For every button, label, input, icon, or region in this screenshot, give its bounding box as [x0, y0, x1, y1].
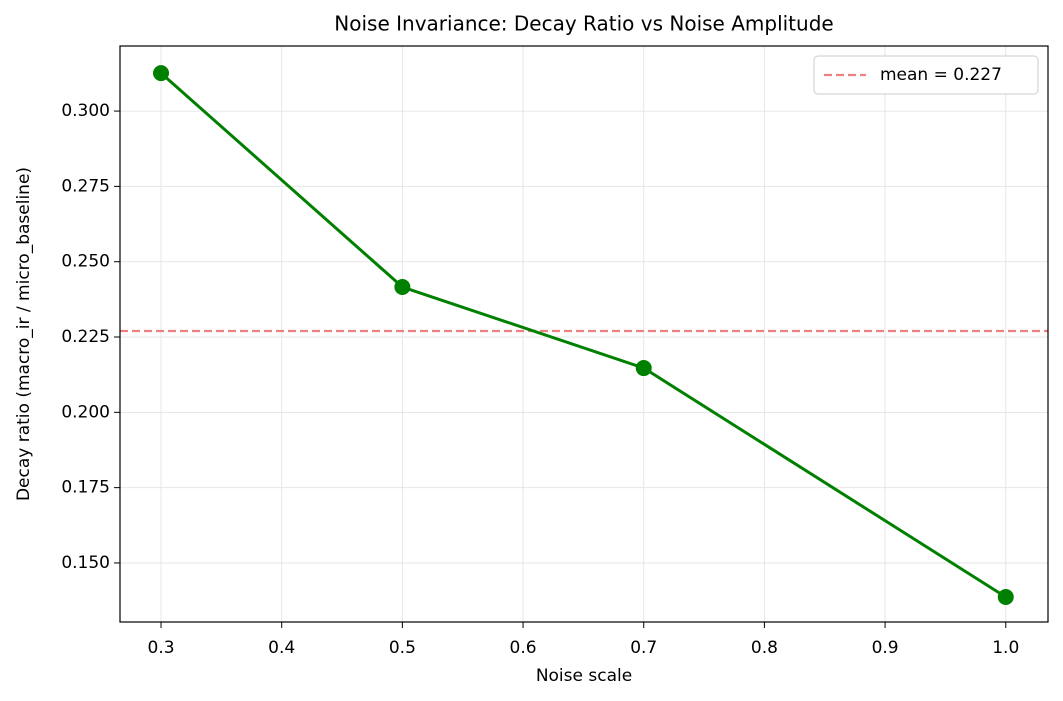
- y-tick-label: 0.250: [61, 252, 110, 272]
- chart-title: Noise Invariance: Decay Ratio vs Noise A…: [334, 12, 833, 36]
- x-tick-label: 1.0: [992, 638, 1019, 658]
- x-tick-label: 0.5: [389, 638, 416, 658]
- y-tick-label: 0.175: [61, 478, 110, 498]
- plot-frame: [119, 45, 1049, 623]
- x-tick-label: 0.4: [268, 638, 295, 658]
- y-axis-label: Decay ratio (macro_ir / micro_baseline): [14, 167, 34, 501]
- y-tick-label: 0.275: [61, 176, 110, 196]
- x-tick-label: 0.3: [148, 638, 175, 658]
- data-point: [635, 360, 652, 377]
- data-point: [153, 65, 170, 82]
- x-tick-label: 0.9: [872, 638, 899, 658]
- data-line: [160, 71, 1007, 599]
- x-tick-label: 0.6: [510, 638, 537, 658]
- x-axis-label: Noise scale: [536, 666, 632, 686]
- y-tick-label: 0.225: [61, 327, 110, 347]
- y-tick-label: 0.300: [61, 101, 110, 121]
- y-tick-label: 0.200: [61, 402, 110, 422]
- data-point: [997, 588, 1014, 605]
- x-tick-label: 0.7: [630, 638, 657, 658]
- legend-label: mean = 0.227: [880, 65, 1002, 85]
- y-tick-label: 0.150: [61, 553, 110, 573]
- x-tick-label: 0.8: [751, 638, 778, 658]
- data-point: [394, 279, 411, 296]
- legend-box: [813, 55, 1039, 95]
